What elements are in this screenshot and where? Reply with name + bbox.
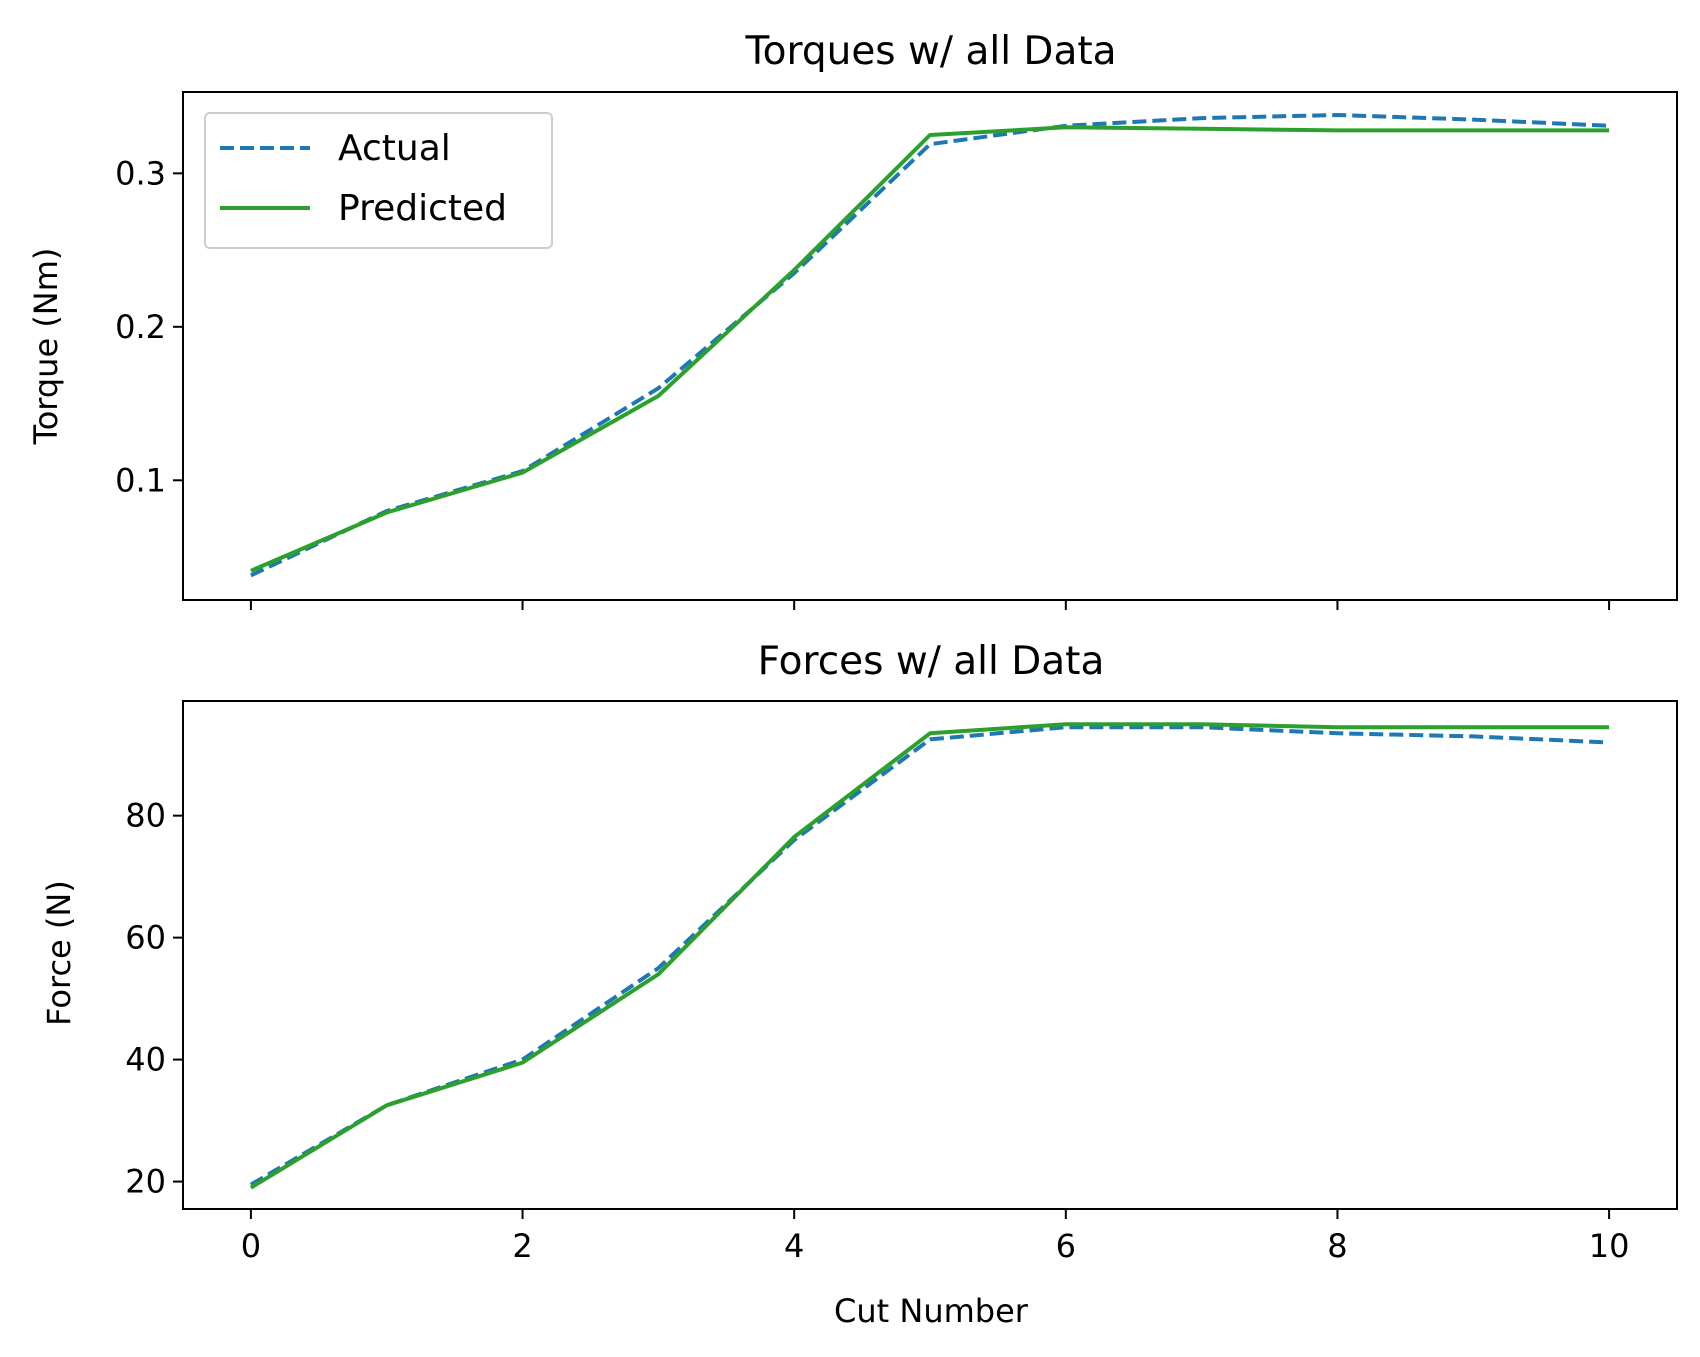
force-x-tick-label: 2 xyxy=(512,1227,532,1265)
torque-y-tick-label: 0.1 xyxy=(115,461,166,499)
force-y-axis: 20 40 60 80 xyxy=(125,797,183,1201)
force-x-tick-label: 6 xyxy=(1056,1227,1076,1265)
legend-actual-label: Actual xyxy=(338,128,451,169)
force-y-axis-label: Force (N) xyxy=(40,880,78,1026)
force-y-tick-label: 80 xyxy=(125,797,166,835)
torque-y-axis-label: Torque (Nm) xyxy=(27,248,65,446)
torque-y-tick-label: 0.3 xyxy=(115,154,166,192)
torque-x-axis xyxy=(249,600,1611,610)
force-series-predicted-line xyxy=(249,722,1610,1190)
force-plot-area xyxy=(249,722,1610,1190)
force-chart-title: Forces w/ all Data xyxy=(758,639,1105,684)
torque-axes-frame xyxy=(182,91,1678,601)
torque-plot-area xyxy=(250,113,1610,578)
force-subplot: Forces w/ all Data Force (N) Cut Number … xyxy=(40,639,1678,1330)
force-x-tick-label: 4 xyxy=(784,1227,804,1265)
legend-predicted-label: Predicted xyxy=(338,188,507,229)
force-y-tick-label: 40 xyxy=(125,1041,166,1079)
torque-chart-title: Torques w/ all Data xyxy=(744,29,1116,74)
force-x-tick-label: 0 xyxy=(241,1227,261,1265)
torque-y-tick-label: 0.2 xyxy=(115,308,166,346)
force-axes-frame xyxy=(182,700,1678,1210)
torque-y-axis: 0.1 0.2 0.3 xyxy=(115,154,183,499)
force-x-tick-label: 10 xyxy=(1589,1227,1630,1265)
legend: Actual Predicted xyxy=(204,112,553,249)
force-x-axis: 0 2 4 6 8 10 xyxy=(241,1209,1630,1265)
torque-series-predicted-line xyxy=(250,125,1610,573)
force-y-tick-label: 60 xyxy=(125,919,166,957)
torque-subplot: Torques w/ all Data Torque (Nm) 0.10.20.… xyxy=(27,29,1678,610)
x-axis-label: Cut Number xyxy=(834,1292,1029,1330)
force-y-tick-label: 20 xyxy=(125,1163,166,1201)
force-x-tick-label: 8 xyxy=(1327,1227,1347,1265)
